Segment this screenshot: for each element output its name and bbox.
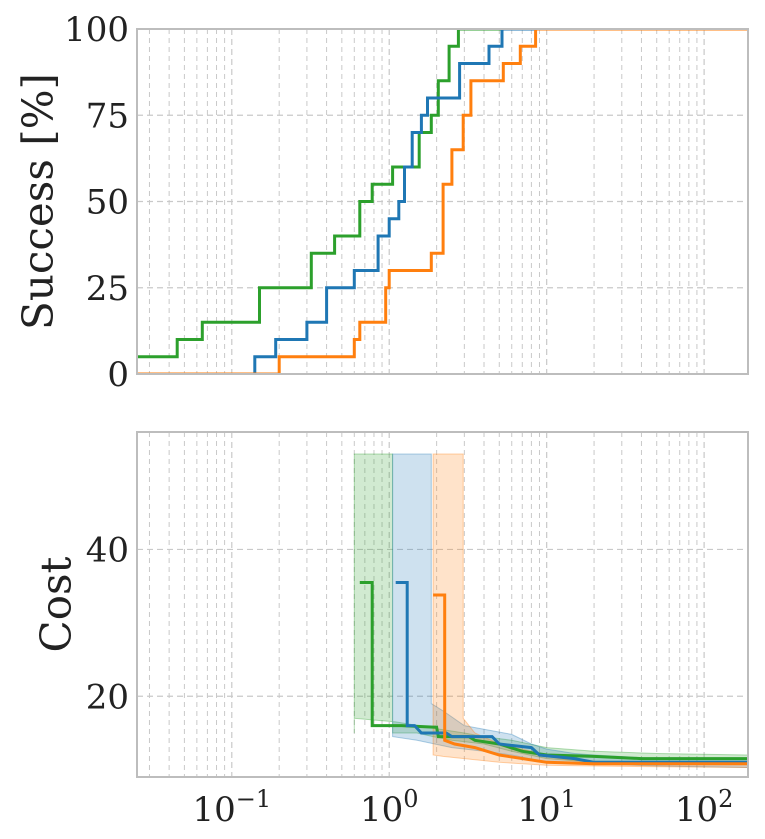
- series-line: [137, 29, 748, 359]
- series-line: [395, 581, 748, 764]
- success-y-axis-label: Success [%]: [14, 73, 63, 330]
- success-plot: 0 25 50 75 100 Success [%]: [14, 10, 749, 395]
- x-tick-label: 10−1: [192, 785, 271, 830]
- x-tick-label: 101: [517, 785, 576, 830]
- series-band: [432, 453, 748, 769]
- x-tick-label: 102: [675, 785, 734, 830]
- x-tick-label: 100: [360, 785, 419, 830]
- cost-y-axis-label: Cost: [32, 556, 81, 652]
- success-plot-frame: [136, 28, 749, 375]
- success-y-ticks: 0 25 50 75 100: [64, 10, 129, 395]
- y-tick-label: 20: [86, 677, 129, 717]
- series-line: [433, 593, 748, 766]
- series-line: [137, 29, 748, 374]
- series-line: [253, 29, 748, 374]
- y-tick-label: 40: [86, 530, 129, 570]
- success-grid: [137, 28, 748, 375]
- cost-plot-frame: [136, 431, 749, 778]
- y-tick-label: 100: [64, 10, 129, 50]
- y-tick-label: 75: [86, 96, 129, 136]
- y-tick-label: 50: [86, 183, 129, 223]
- cost-lines: [359, 581, 748, 766]
- cost-grid: [137, 432, 748, 777]
- success-lines: [137, 29, 748, 374]
- y-tick-label: 0: [107, 355, 129, 395]
- cost-x-ticks: 10−1 100 101 102: [192, 785, 733, 830]
- y-tick-label: 25: [86, 269, 129, 309]
